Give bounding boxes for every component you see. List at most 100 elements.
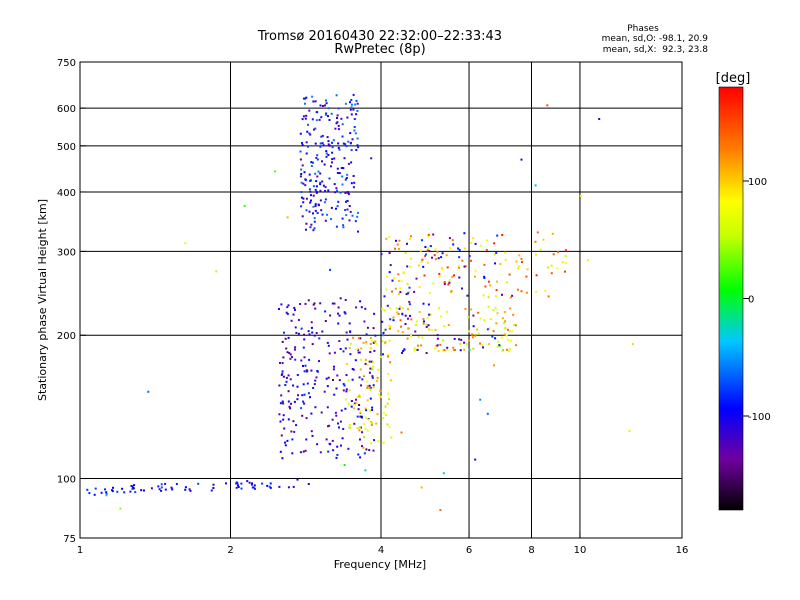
data-point <box>487 343 490 346</box>
data-point <box>389 325 392 328</box>
data-point <box>344 102 347 105</box>
data-point <box>299 451 302 454</box>
data-point <box>347 379 350 382</box>
data-point <box>386 372 389 375</box>
data-point <box>287 400 290 403</box>
data-point <box>534 184 537 187</box>
data-point <box>321 134 324 137</box>
data-point <box>356 102 359 105</box>
data-point <box>546 104 549 107</box>
data-point <box>387 353 390 356</box>
data-point <box>304 102 306 105</box>
data-point <box>315 332 318 334</box>
data-point <box>493 242 496 245</box>
data-point <box>319 451 322 454</box>
data-point <box>518 254 521 257</box>
data-point <box>314 406 317 409</box>
data-point <box>420 486 423 489</box>
data-point <box>424 246 427 248</box>
data-point <box>354 359 357 362</box>
data-point <box>350 405 353 408</box>
data-point <box>348 205 351 207</box>
data-point <box>291 452 294 455</box>
data-point <box>359 426 362 429</box>
data-point <box>295 424 298 427</box>
data-point <box>320 116 323 119</box>
data-point <box>319 142 322 145</box>
data-point <box>427 235 430 238</box>
data-point <box>285 376 288 379</box>
data-point <box>308 333 311 336</box>
data-point <box>333 351 336 354</box>
data-point <box>248 481 251 484</box>
data-point <box>471 336 474 339</box>
data-point <box>336 445 339 448</box>
data-point <box>164 482 167 485</box>
data-point <box>484 285 487 288</box>
data-point <box>518 265 521 268</box>
data-point <box>547 266 550 269</box>
data-point <box>337 107 340 110</box>
data-point <box>442 472 445 475</box>
data-point <box>328 107 330 110</box>
data-point <box>384 405 387 407</box>
data-point <box>253 484 256 487</box>
data-point <box>353 126 356 128</box>
data-point <box>303 356 306 359</box>
data-point <box>308 132 311 135</box>
data-point <box>401 313 404 316</box>
data-point <box>302 383 305 386</box>
data-point <box>333 393 336 396</box>
data-point <box>123 491 126 494</box>
data-point <box>104 488 106 491</box>
data-point <box>500 336 503 339</box>
stats-header: Phases <box>627 24 659 34</box>
data-point <box>287 304 290 307</box>
data-point <box>337 312 339 315</box>
data-point <box>512 313 515 316</box>
data-point <box>278 413 281 416</box>
data-point <box>496 312 499 315</box>
data-point <box>457 265 460 268</box>
data-point <box>305 438 308 441</box>
data-point <box>371 376 374 379</box>
data-point <box>280 374 283 376</box>
data-point <box>369 386 372 389</box>
data-point <box>498 344 501 347</box>
data-point <box>542 238 545 241</box>
data-point <box>325 438 328 441</box>
data-point <box>294 346 297 349</box>
data-point <box>372 386 375 389</box>
data-point <box>481 343 484 346</box>
x-tick-label: 8 <box>528 545 534 556</box>
data-point <box>287 418 290 421</box>
data-point <box>381 320 384 323</box>
data-point <box>463 348 466 351</box>
data-point <box>354 132 357 135</box>
data-point <box>337 146 340 149</box>
data-point <box>326 406 329 409</box>
data-point <box>311 118 314 121</box>
data-point <box>345 214 348 217</box>
data-point <box>407 290 410 293</box>
data-point <box>371 409 373 411</box>
data-point <box>387 392 390 395</box>
data-point <box>281 362 284 365</box>
data-point <box>535 274 538 277</box>
data-point <box>343 157 346 160</box>
data-point <box>425 323 428 326</box>
data-point <box>302 115 305 118</box>
data-point <box>399 291 402 294</box>
data-point <box>525 291 528 294</box>
data-point <box>407 317 409 320</box>
data-point <box>359 456 362 459</box>
data-point <box>331 158 334 161</box>
data-point <box>386 423 389 426</box>
data-point <box>325 377 328 380</box>
data-point <box>358 404 361 406</box>
data-point <box>467 330 470 333</box>
data-point <box>504 327 507 329</box>
data-point <box>439 509 442 512</box>
data-point <box>515 344 518 347</box>
data-point <box>424 255 427 257</box>
